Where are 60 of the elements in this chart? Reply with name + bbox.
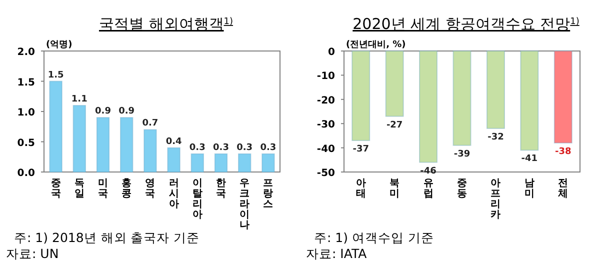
y-tick-label: -50 <box>316 168 336 179</box>
bar <box>96 117 110 172</box>
x-tick-label: 미국 <box>98 178 108 200</box>
x-tick-label: 아프리카 <box>490 178 501 220</box>
x-tick-label: 러시아 <box>168 178 179 210</box>
y-tick-label: 0 <box>328 47 336 58</box>
x-tick-label: 남미 <box>524 178 534 200</box>
bar <box>262 153 275 172</box>
data-label: 0.9 <box>118 106 135 117</box>
data-label: 1.1 <box>71 94 88 104</box>
data-label: 0.4 <box>166 136 182 147</box>
text: 자료: UN <box>6 246 59 261</box>
y-tick-label: 0.5 <box>17 138 36 149</box>
data-label: -38 <box>555 146 572 157</box>
bar <box>214 153 228 172</box>
x-tick-label: 이탈리아 <box>192 178 202 220</box>
y-axis-title: (억명) <box>46 40 72 50</box>
x-tick-label: 한국 <box>216 178 226 200</box>
bar <box>120 117 134 172</box>
x-tick-label: 아태 <box>356 178 366 200</box>
data-label: -32 <box>488 132 504 142</box>
bar <box>190 153 204 172</box>
y-tick-label: 1.0 <box>17 108 36 118</box>
text: 주: 1) 2018년 해외 출국자 기준 <box>14 230 200 245</box>
data-label: 1.5 <box>48 70 64 80</box>
x-tick-label: 홍콩 <box>122 178 132 200</box>
text: 자료: IATA <box>306 246 368 261</box>
y-axis-title: (전년대비, %) <box>346 40 406 50</box>
data-label: 0.3 <box>236 142 253 153</box>
data-label: -41 <box>521 154 538 164</box>
x-tick-label: 전체 <box>557 178 568 200</box>
bar <box>144 129 157 172</box>
x-tick-label: 중동 <box>457 178 467 200</box>
bar <box>72 104 86 172</box>
y-tick-label: -20 <box>316 95 336 106</box>
x-tick-label: 독일 <box>74 178 84 200</box>
text: 주: 1) 여객수입 기준 <box>314 230 434 245</box>
y-tick-label: 1.5 <box>17 77 36 88</box>
data-label: 0.3 <box>189 142 206 153</box>
y-tick-label: 2.0 <box>17 47 36 58</box>
y-tick-label: -40 <box>316 144 336 155</box>
data-label: 0.3 <box>260 142 276 153</box>
data-label: -39 <box>454 149 470 160</box>
x-tick-label: 우크라이나 <box>240 178 250 231</box>
x-tick-label: 북미 <box>390 178 400 200</box>
bar <box>167 147 180 172</box>
data-label: 0.9 <box>95 106 111 117</box>
data-label: 0.3 <box>213 142 229 153</box>
data-label: -37 <box>352 144 369 155</box>
data-label: 0.7 <box>142 118 158 129</box>
y-tick-label: -30 <box>316 120 336 131</box>
bar <box>238 153 252 172</box>
y-tick-label: 0.0 <box>17 168 36 179</box>
bar <box>49 80 62 172</box>
x-tick-label: 영국 <box>145 178 156 200</box>
data-label: -27 <box>386 120 403 130</box>
x-tick-label: 중국 <box>50 178 61 200</box>
x-tick-label: 프랑스 <box>263 178 274 210</box>
y-tick-label: -10 <box>316 71 336 82</box>
x-tick-label: 유럽 <box>423 178 434 200</box>
